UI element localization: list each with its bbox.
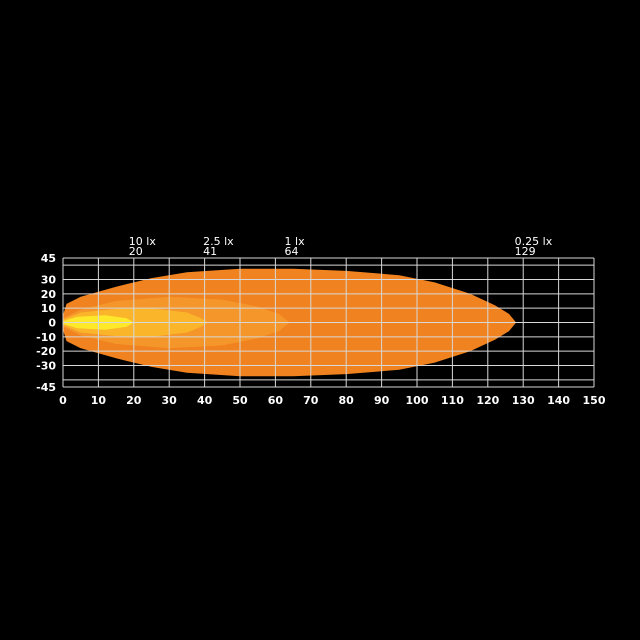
y-tick-label: -20 — [36, 345, 56, 358]
x-tick-label: 80 — [339, 394, 355, 407]
y-tick-label: 20 — [41, 288, 57, 301]
x-tick-label: 120 — [476, 394, 499, 407]
x-tick-label: 70 — [303, 394, 319, 407]
x-tick-label: 110 — [441, 394, 464, 407]
y-tick-label: 45 — [41, 252, 56, 265]
y-tick-label: -45 — [36, 381, 56, 394]
contour-label: 1 lx — [285, 235, 306, 248]
y-tick-label: 30 — [41, 274, 57, 287]
x-tick-label: 150 — [583, 394, 606, 407]
contour-label: 0.25 lx — [515, 235, 553, 248]
x-tick-label: 60 — [268, 394, 284, 407]
x-tick-label: 40 — [197, 394, 213, 407]
y-tick-label: -10 — [36, 331, 56, 344]
x-tick-label: 10 — [91, 394, 107, 407]
x-tick-label: 30 — [162, 394, 178, 407]
x-tick-label: 20 — [126, 394, 142, 407]
x-tick-label: 100 — [406, 394, 429, 407]
x-tick-label: 140 — [547, 394, 570, 407]
x-tick-label: 130 — [512, 394, 535, 407]
contour-label: 10 lx — [129, 235, 157, 248]
contour-reach-label: 129 — [515, 245, 536, 258]
y-tick-label: 10 — [41, 302, 57, 315]
contour-label: 2.5 lx — [203, 235, 234, 248]
y-tick-label: 0 — [48, 317, 56, 330]
y-tick-label: -30 — [36, 360, 56, 373]
contour-reach-label: 41 — [203, 245, 217, 258]
contour-reach-label: 20 — [129, 245, 143, 258]
x-tick-label: 50 — [232, 394, 248, 407]
contour-reach-label: 64 — [285, 245, 299, 258]
x-tick-label: 90 — [374, 394, 390, 407]
x-tick-label: 0 — [59, 394, 67, 407]
